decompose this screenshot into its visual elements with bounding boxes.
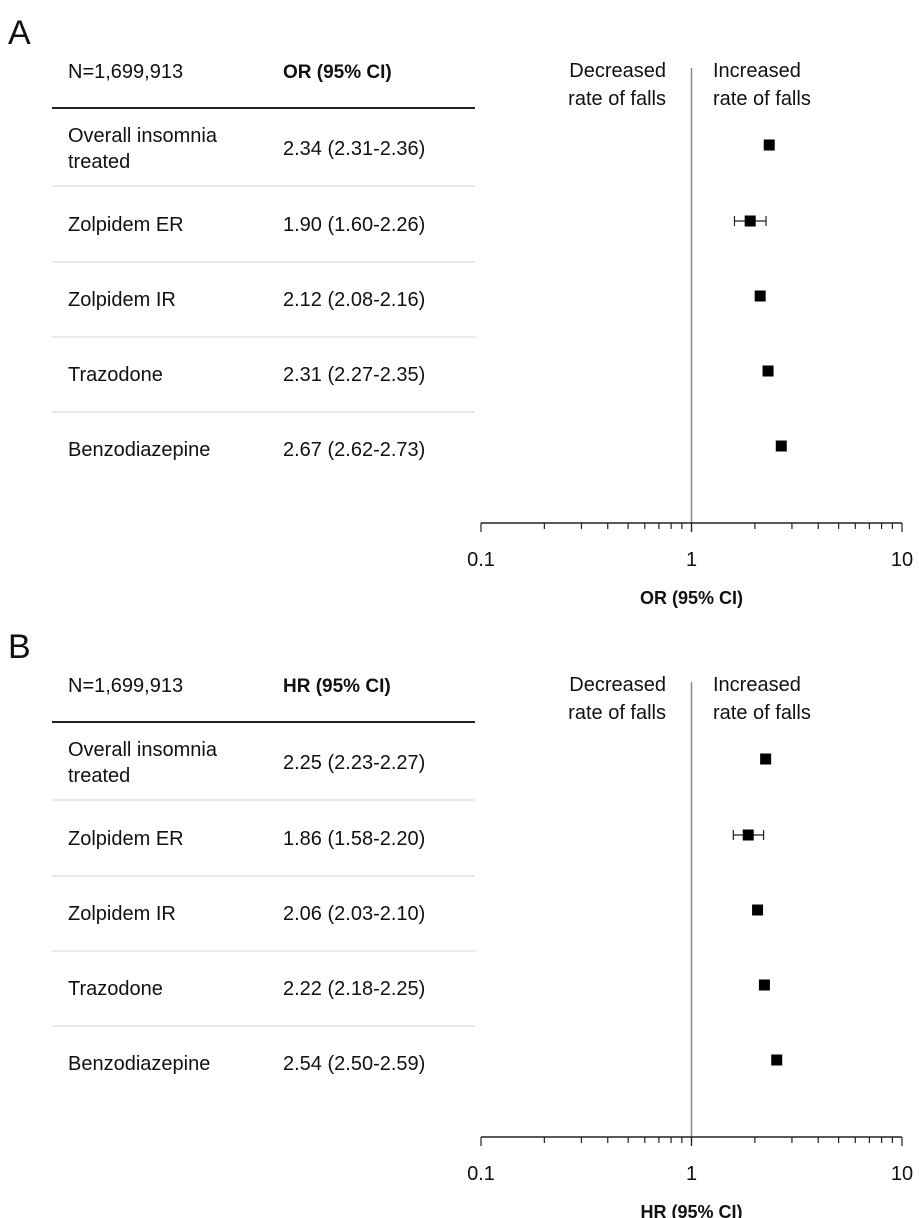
point-estimate [762,365,774,377]
row-label: Benzodiazepine [68,439,210,461]
row-label: Trazodone [68,364,163,386]
decreased-label: rate of falls [568,702,666,724]
row-estimate-ci: 2.06 (2.03-2.10) [283,903,425,925]
row-estimate-ci: 2.54 (2.50-2.59) [283,1053,425,1075]
row-label: Benzodiazepine [68,1053,210,1075]
row-label: Overall insomnia [68,125,218,147]
point-estimate [744,215,756,227]
table-row: Zolpidem ER 1.90 (1.60-2.26) [52,214,475,263]
row-label: treated [68,765,130,787]
row-estimate-ci: 2.25 (2.23-2.27) [283,752,425,774]
x-tick-label: 0.1 [467,549,495,571]
row-estimate-ci: 2.34 (2.31-2.36) [283,138,425,160]
table-row: Zolpidem ER 1.86 (1.58-2.20) [52,828,475,877]
x-tick-label: 0.1 [467,1163,495,1185]
increased-label: rate of falls [713,88,811,110]
decreased-label: Decreased [569,60,666,82]
row-label: Zolpidem ER [68,828,184,850]
point-estimate [771,1054,783,1066]
decreased-label: Decreased [569,674,666,696]
row-label: Zolpidem ER [68,214,184,236]
decreased-label: rate of falls [568,88,666,110]
table-row: Trazodone 2.22 (2.18-2.25) [52,978,475,1027]
point-estimate [754,290,766,302]
point-estimate [763,139,775,151]
sample-size-label: N=1,699,913 [68,675,183,697]
row-estimate-ci: 1.86 (1.58-2.20) [283,828,425,850]
row-label: Zolpidem IR [68,903,176,925]
row-estimate-ci: 2.31 (2.27-2.35) [283,364,425,386]
table-row: Benzodiazepine 2.54 (2.50-2.59) [68,1053,425,1075]
point-estimate [760,753,772,765]
increased-label: Increased [713,60,801,82]
point-estimate [752,904,764,916]
table-row: Trazodone 2.31 (2.27-2.35) [52,364,475,413]
x-tick-label: 1 [686,1163,697,1185]
row-label: Trazodone [68,978,163,1000]
x-axis-label: OR (95% CI) [640,588,743,608]
row-estimate-ci: 2.12 (2.08-2.16) [283,289,425,311]
x-axis-label: HR (95% CI) [640,1202,742,1218]
table-row: Zolpidem IR 2.12 (2.08-2.16) [52,289,475,338]
row-estimate-ci: 2.22 (2.18-2.25) [283,978,425,1000]
table-row: Overall insomnia treated 2.34 (2.31-2.36) [52,125,475,187]
table-row: Overall insomnia treated 2.25 (2.23-2.27) [52,739,475,801]
panel-b: B N=1,699,913 HR (95% CI) Overall insomnia t… [8,628,913,1218]
panel-letter: B [8,628,31,666]
sample-size-label: N=1,699,913 [68,61,183,83]
measure-header: HR (95% CI) [283,676,391,697]
panel-letter: A [8,14,31,52]
increased-label: rate of falls [713,702,811,724]
table-row: Benzodiazepine 2.67 (2.62-2.73) [68,439,425,461]
x-tick-label: 1 [686,549,697,571]
point-estimate [758,979,770,991]
measure-header: OR (95% CI) [283,62,392,83]
panel-a: A N=1,699,913 OR (95% CI) Overall insomnia t… [8,14,913,608]
table-row: Zolpidem IR 2.06 (2.03-2.10) [52,903,475,952]
x-tick-label: 10 [891,1163,913,1185]
increased-label: Increased [713,674,801,696]
row-label: treated [68,151,130,173]
row-estimate-ci: 2.67 (2.62-2.73) [283,439,425,461]
row-label: Zolpidem IR [68,289,176,311]
row-estimate-ci: 1.90 (1.60-2.26) [283,214,425,236]
row-label: Overall insomnia [68,739,218,761]
point-estimate [742,829,754,841]
x-tick-label: 10 [891,549,913,571]
point-estimate [775,440,787,452]
